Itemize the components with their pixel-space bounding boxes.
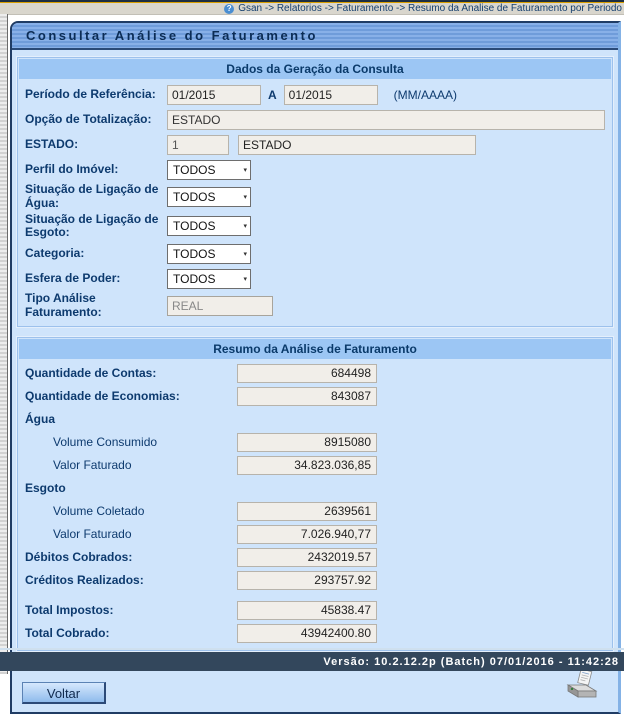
query-section-title: Dados da Geração da Consulta xyxy=(19,59,611,79)
situacao-agua-selected: TODOS xyxy=(173,189,216,204)
form-row-periodo: Período de Referência: 01/2015 A 01/2015… xyxy=(19,82,611,107)
summary-row-label: Créditos Realizados: xyxy=(25,573,144,588)
main-panel: Consultar Análise do Faturamento Dados d… xyxy=(10,21,621,714)
form-row-estado: ESTADO: 1 ESTADO xyxy=(19,132,611,157)
summary-value-field: 8915080 xyxy=(237,432,377,452)
summary-row-contas: Quantidade de Contas: 684498 xyxy=(19,362,611,385)
summary-fieldset: Resumo da Análise de Faturamento Quantid… xyxy=(17,336,613,651)
categoria-selected: TODOS xyxy=(173,246,216,261)
estado-name-field: ESTADO xyxy=(238,134,476,155)
form-row-situacao-agua: Situação de Ligação de Água: TODOS ▾ xyxy=(19,182,611,212)
form-row-perfil: Perfil do Imóvel: TODOS ▾ xyxy=(19,157,611,182)
summary-value-field: 843087 xyxy=(237,386,377,406)
summary-row-label: Valor Faturado xyxy=(53,458,132,473)
opcao-totalizacao-field: ESTADO xyxy=(167,109,605,130)
chevron-down-icon: ▾ xyxy=(243,193,247,201)
form-row-situacao-esgoto: Situação de Ligação de Esgoto: TODOS ▾ xyxy=(19,212,611,242)
form-row-tipo-analise: Tipo Análise Faturamento: REAL xyxy=(19,291,611,321)
tipo-analise-label: Tipo Análise Faturamento: xyxy=(25,291,102,319)
summary-value-field: 43942400.80 xyxy=(237,623,377,643)
situacao-agua-label: Situação de Ligação de Água: xyxy=(25,182,159,210)
summary-value-field: 45838.47 xyxy=(237,600,377,620)
accent-line xyxy=(0,2,624,3)
summary-value-field: 7.026.940,77 xyxy=(237,524,377,544)
summary-section-title: Resumo da Análise de Faturamento xyxy=(19,338,611,359)
situacao-esgoto-select[interactable]: TODOS ▾ xyxy=(167,216,251,237)
summary-row-label: Quantidade de Economias: xyxy=(25,389,180,404)
summary-row-valor-faturado-esgoto: Valor Faturado 7.026.940,77 xyxy=(19,523,611,546)
summary-row-creditos: Créditos Realizados: 293757.92 xyxy=(19,569,611,592)
estado-label: ESTADO: xyxy=(25,136,79,151)
periodo-label: Período de Referência: xyxy=(25,86,156,101)
page-title: Consultar Análise do Faturamento xyxy=(12,23,618,50)
situacao-agua-select[interactable]: TODOS ▾ xyxy=(167,186,251,207)
summary-row-economias: Quantidade de Economias: 843087 xyxy=(19,385,611,408)
footer: Versão: 10.2.12.2p (Batch) 07/01/2016 - … xyxy=(0,648,624,674)
printer-icon[interactable] xyxy=(565,668,599,704)
chevron-down-icon: ▾ xyxy=(243,223,247,231)
form-row-categoria: Categoria: TODOS ▾ xyxy=(19,241,611,266)
summary-value-field: 2432019.57 xyxy=(237,547,377,567)
summary-row-debitos: Débitos Cobrados: 2432019.57 xyxy=(19,546,611,569)
breadcrumb-bar: ? Gsan -> Relatorios -> Faturamento -> R… xyxy=(0,3,624,15)
esfera-poder-selected: TODOS xyxy=(173,271,216,286)
opcao-totalizacao-label: Opção de Totalização: xyxy=(25,111,152,126)
form-row-esfera: Esfera de Poder: TODOS ▾ xyxy=(19,266,611,291)
perfil-imovel-label: Perfil do Imóvel: xyxy=(25,161,119,176)
tipo-analise-field: REAL xyxy=(167,295,273,316)
summary-value-field: 2639561 xyxy=(237,501,377,521)
situacao-esgoto-selected: TODOS xyxy=(173,219,216,234)
left-frame-strip xyxy=(0,14,8,674)
voltar-button[interactable]: Voltar xyxy=(22,681,106,704)
categoria-label: Categoria: xyxy=(25,245,85,260)
summary-group-label: Esgoto xyxy=(25,481,66,496)
summary-group-agua: Água xyxy=(19,408,611,431)
summary-value-field: 293757.92 xyxy=(237,570,377,590)
chevron-down-icon: ▾ xyxy=(243,275,247,283)
version-bar: Versão: 10.2.12.2p (Batch) 07/01/2016 - … xyxy=(0,652,624,671)
situacao-esgoto-label: Situação de Ligação de Esgoto: xyxy=(25,211,159,240)
summary-row-valor-faturado-agua: Valor Faturado 34.823.036,85 xyxy=(19,454,611,477)
summary-value-field: 34.823.036,85 xyxy=(237,455,377,475)
summary-group-label: Água xyxy=(25,412,55,427)
page-content: Dados da Geração da Consulta Período de … xyxy=(12,50,618,712)
summary-row-volume-coletado: Volume Coletado 2639561 xyxy=(19,500,611,523)
summary-row-label: Total Cobrado: xyxy=(25,626,110,641)
window-top-edge xyxy=(0,0,624,2)
periodo-format-hint: (MM/AAAA) xyxy=(393,87,458,102)
esfera-poder-select[interactable]: TODOS ▾ xyxy=(167,268,251,289)
summary-row-label: Quantidade de Contas: xyxy=(25,366,157,381)
chevron-down-icon: ▾ xyxy=(243,166,247,174)
summary-row-total-impostos: Total Impostos: 45838.47 xyxy=(19,599,611,622)
perfil-imovel-selected: TODOS xyxy=(173,162,216,177)
summary-row-label: Débitos Cobrados: xyxy=(25,550,133,565)
breadcrumb: Gsan -> Relatorios -> Faturamento -> Res… xyxy=(238,3,622,14)
summary-row-total-cobrado: Total Cobrado: 43942400.80 xyxy=(19,622,611,645)
categoria-select[interactable]: TODOS ▾ xyxy=(167,243,251,264)
footer-divider xyxy=(0,648,624,650)
summary-row-label: Volume Consumido xyxy=(53,435,158,450)
chevron-down-icon: ▾ xyxy=(243,250,247,258)
query-fieldset: Dados da Geração da Consulta Período de … xyxy=(17,57,613,327)
periodo-to-label: A xyxy=(268,87,277,102)
summary-row-label: Volume Coletado xyxy=(53,504,145,519)
periodo-to-field: 01/2015 xyxy=(283,84,378,105)
version-text: Versão: 10.2.12.2p (Batch) 07/01/2016 - … xyxy=(323,655,619,668)
summary-row-label: Valor Faturado xyxy=(53,527,132,542)
summary-value-field: 684498 xyxy=(237,363,377,383)
periodo-from-field: 01/2015 xyxy=(167,84,261,105)
summary-group-esgoto: Esgoto xyxy=(19,477,611,500)
help-icon[interactable]: ? xyxy=(224,3,235,14)
esfera-poder-label: Esfera de Poder: xyxy=(25,270,121,285)
form-row-opcao: Opção de Totalização: ESTADO xyxy=(19,107,611,132)
summary-row-volume-consumido: Volume Consumido 8915080 xyxy=(19,431,611,454)
perfil-imovel-select[interactable]: TODOS ▾ xyxy=(167,159,251,180)
estado-code-field: 1 xyxy=(167,134,229,155)
summary-row-label: Total Impostos: xyxy=(25,603,114,618)
